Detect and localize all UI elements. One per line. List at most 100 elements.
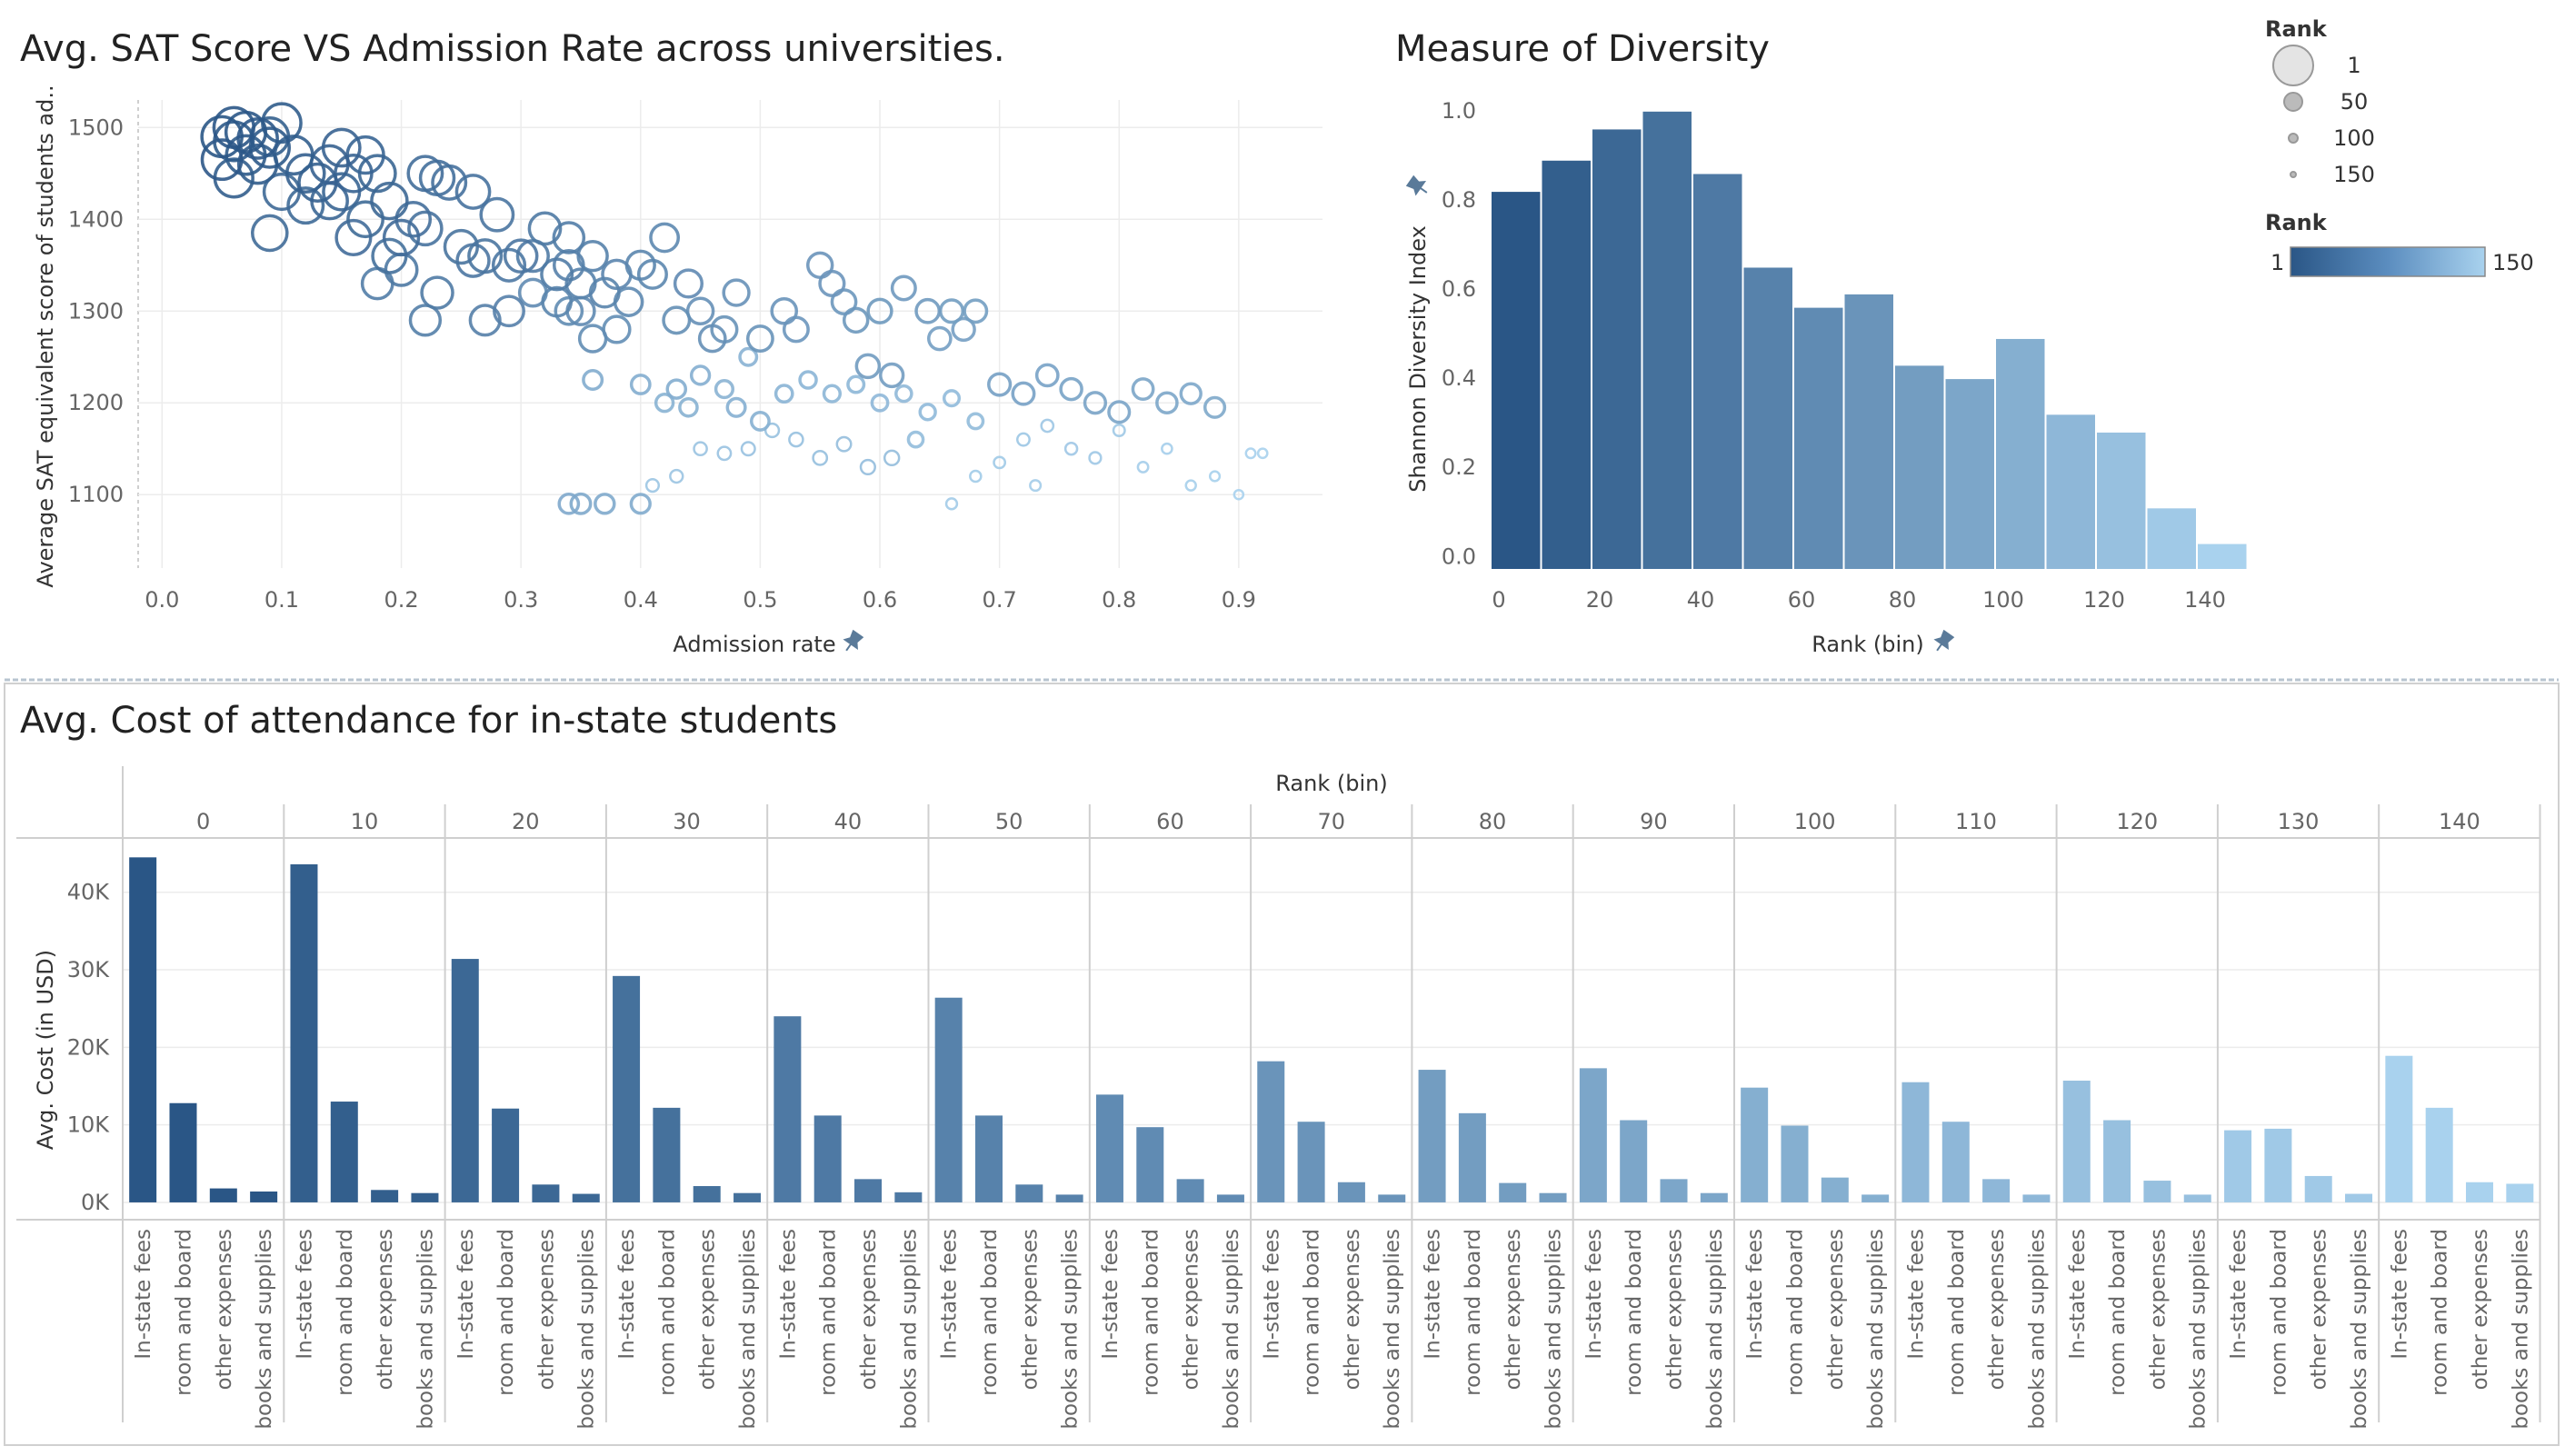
cost-category-label: other expenses [2308,1229,2331,1390]
size-legend-label: 150 [2333,162,2375,187]
diversity-x-tick: 40 [1687,587,1715,613]
scatter-point [629,493,652,515]
pin-icon[interactable] [1405,175,1431,199]
cost-chart: Avg. Cost of attendance for in-state stu… [16,700,2541,1430]
cost-group-label: 40 [834,809,863,834]
cost-bar [1700,1192,1728,1202]
scatter-title: Avg. SAT Score VS Admission Rate across … [20,28,1005,70]
cost-category-label: books and supplies [2025,1229,2049,1430]
scatter-point [697,324,727,354]
scatter-point [1184,479,1197,492]
cost-category-label: In-state fees [1260,1229,1283,1360]
cost-category-label: In-state fees [1743,1229,1767,1360]
cost-header-label: Rank (bin) [1275,771,1387,796]
diversity-y-tick: 0.8 [1442,187,1476,213]
cost-group-label: 30 [673,809,701,834]
cost-bar [2345,1193,2373,1202]
scatter-point [1040,418,1055,434]
scatter-point [200,115,244,159]
scatter-point [854,353,882,380]
diversity-y-tick: 0.4 [1442,365,1476,391]
diversity-x-label: Rank (bin) [1811,632,1923,657]
scatter-point [557,492,581,515]
diversity-bar [2196,542,2249,571]
size-legend-circle [2283,92,2303,112]
scatter-point [673,268,704,299]
scatter-y-label: Average SAT equivalent score of students… [33,85,58,587]
scatter-point [629,374,652,395]
cost-bar [1297,1122,1325,1202]
cost-category-label: room and board [1945,1229,1969,1396]
cost-category-label: books and supplies [2187,1229,2211,1430]
scatter-point [806,251,834,279]
scatter-point [527,211,563,246]
cost-bar [1982,1179,2011,1202]
cost-category-label: other expenses [1824,1229,1848,1390]
diversity-y-tick: 0.0 [1442,544,1476,569]
scatter-x-tick: 0.0 [145,587,179,613]
cost-group-label: 70 [1317,809,1345,834]
scatter-point [963,298,989,324]
cost-category-label: other expenses [857,1229,881,1390]
scatter-point [479,196,515,233]
diversity-bar [1641,109,1693,572]
diversity-bar [2044,413,2097,572]
scatter-point [248,126,291,169]
scatter-point [541,285,574,318]
cost-group-label: 120 [2116,809,2158,834]
size-legend-label: 100 [2333,125,2375,151]
cost-group-label: 0 [196,809,210,834]
scatter-x-ticks: 0.0 0.1 0.2 0.3 0.4 0.5 0.6 0.7 0.8 0.9 [145,587,1256,613]
cost-bar [773,1016,802,1202]
scatter-point [200,138,244,182]
scatter-x-tick: 0.7 [983,587,1017,613]
scatter-point [553,248,585,282]
cost-bar [1660,1179,1688,1202]
cost-category-label: room and board [2106,1229,2130,1396]
cost-bar [1095,1094,1123,1202]
scatter-point [577,324,608,354]
cost-bar [411,1192,439,1202]
scatter-point [1155,391,1179,415]
cost-category-label: other expenses [1502,1229,1525,1390]
cost-category-label: books and supplies [897,1229,921,1430]
scatter-point [951,316,976,343]
pin-icon[interactable] [1931,629,1955,654]
scatter-points [200,102,1269,515]
cost-group-label: 140 [2439,809,2480,834]
cost-bar [290,864,318,1202]
color-legend-max: 150 [2492,250,2534,275]
scatter-point [870,393,890,413]
cost-category-label: In-state fees [1099,1229,1123,1360]
cost-bar [1579,1068,1607,1202]
scatter-point [812,449,829,466]
cost-group-label: 80 [1479,809,1507,834]
cost-group-label: 50 [995,809,1023,834]
cost-bar [1499,1182,1527,1202]
scatter-point [1034,363,1060,388]
scatter-point [212,105,255,149]
scatter-point [1107,400,1132,424]
cost-group-headers: 0 10 20 30 40 50 60 70 80 90 100 110 120 130 140 [196,809,2480,834]
diversity-x-tick: 20 [1586,587,1614,613]
scatter-point [569,492,593,515]
cost-category-label: books and supplies [1381,1229,1404,1430]
scatter-point [491,247,527,283]
scatter-point [1256,447,1269,460]
scatter-point [846,374,866,394]
scatter-point [1063,441,1079,456]
cost-category-label: In-state fees [938,1229,962,1360]
scatter-point [346,200,384,239]
scatter-point [914,297,942,324]
cost-bar [1418,1070,1446,1202]
cost-bar [2506,1183,2534,1202]
scatter-point [454,174,492,210]
cost-bar [1781,1125,1809,1202]
color-legend-title: Rank [2265,210,2328,235]
scatter-gridlines [138,100,1322,568]
scatter-point [966,412,985,431]
cost-bar [2103,1120,2131,1202]
cost-category-label: other expenses [1018,1229,1042,1390]
pin-icon[interactable] [841,629,864,654]
